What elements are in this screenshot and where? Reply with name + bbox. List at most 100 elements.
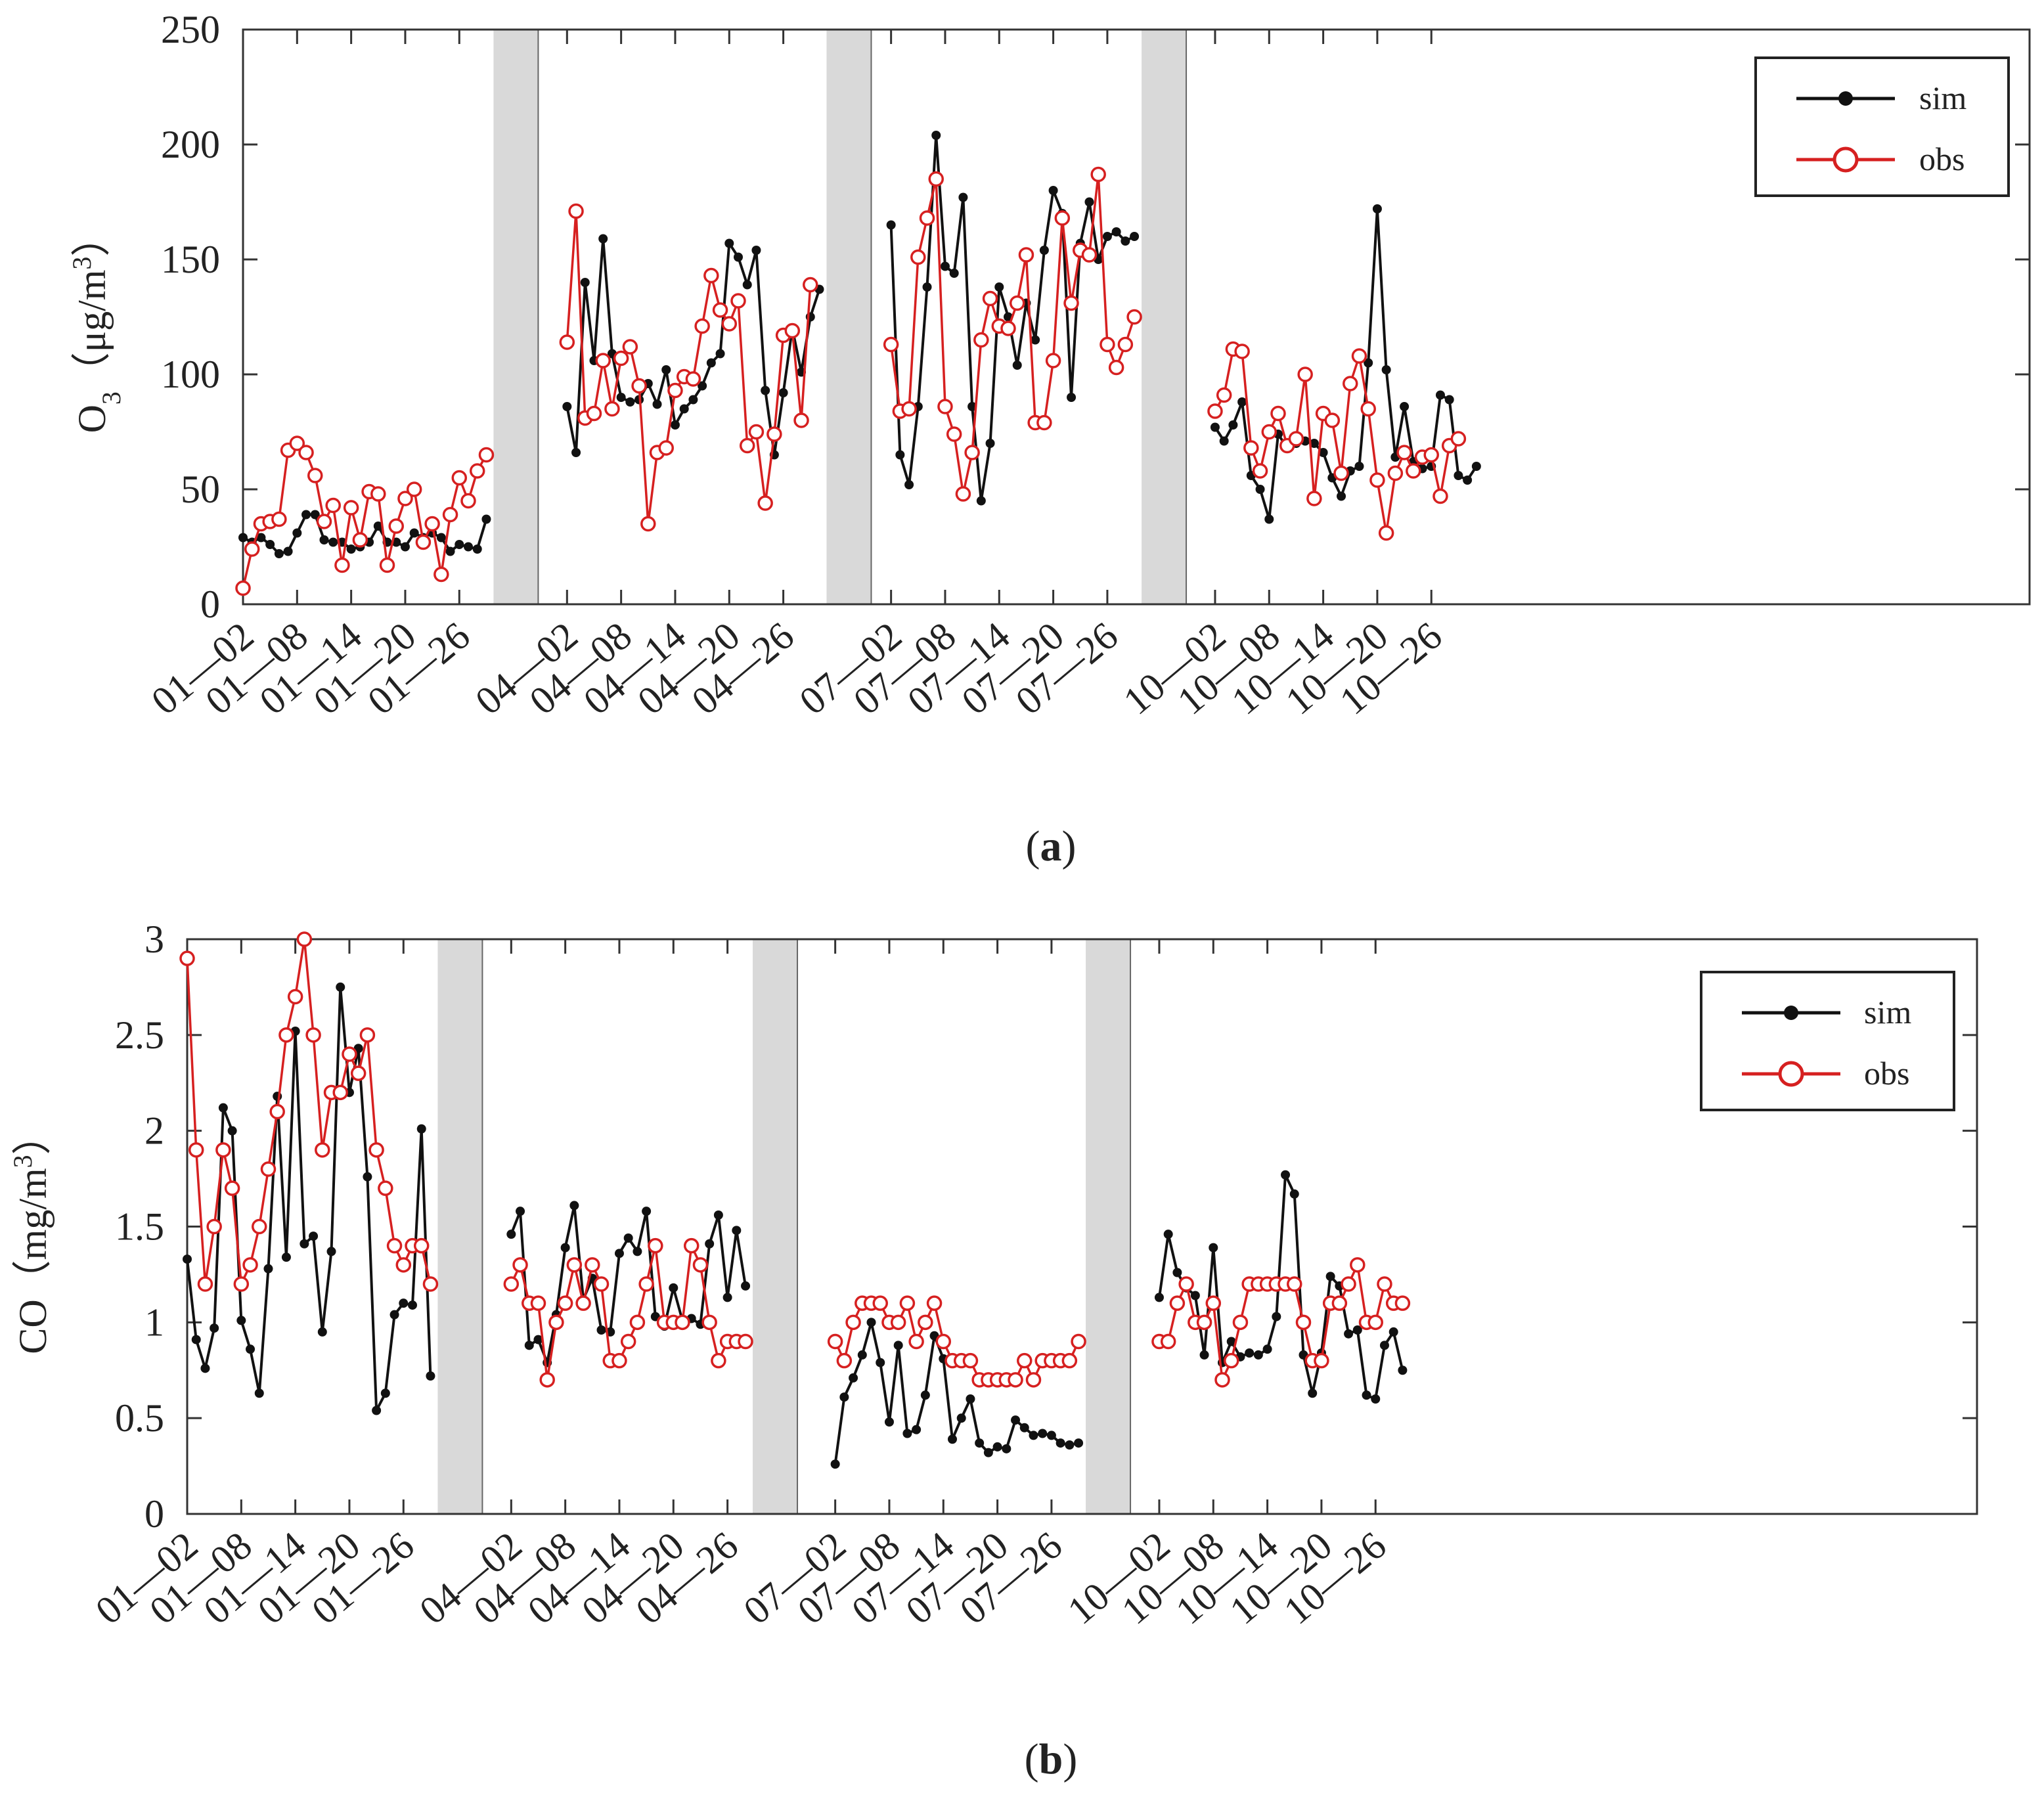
data-point-obs-co (503, 1276, 520, 1292)
data-point-obs-o3 (1216, 387, 1232, 403)
data-point-obs-co (575, 1295, 591, 1311)
data-point-obs-o3 (793, 412, 809, 428)
data-point-obs-co (872, 1295, 888, 1311)
data-point-obs-o3 (712, 302, 728, 318)
data-point-sim-o3 (688, 395, 698, 405)
data-point-sim-co (1262, 1344, 1272, 1354)
data-point-obs-o3 (406, 481, 422, 497)
data-point-obs-o3 (937, 399, 953, 414)
data-point-sim-co (1002, 1444, 1011, 1453)
data-point-obs-o3 (1252, 463, 1268, 479)
data-point-sim-o3 (1264, 514, 1274, 524)
data-point-sim-o3 (715, 349, 725, 359)
data-point-obs-o3 (1100, 336, 1115, 353)
data-point-obs-o3 (946, 426, 962, 442)
data-point-obs-o3 (451, 470, 468, 486)
data-point-sim-co (912, 1425, 922, 1434)
data-point-sim-o3 (1354, 462, 1364, 471)
data-point-sim-co (1019, 1423, 1029, 1432)
data-point-sim-co (516, 1207, 525, 1216)
data-point-sim-co (614, 1249, 624, 1258)
data-point-obs-co (836, 1352, 853, 1369)
y-tick-label-o3: 150 (161, 238, 220, 281)
data-point-sim-o3 (238, 533, 248, 543)
data-point-sim-o3 (283, 546, 293, 556)
data-point-sim-o3 (301, 510, 311, 520)
data-point-obs-co (1071, 1333, 1086, 1350)
data-point-sim-co (246, 1344, 256, 1354)
data-point-obs-o3 (442, 506, 458, 523)
data-point-sim-o3 (481, 514, 491, 524)
data-point-obs-o3 (667, 382, 683, 399)
data-point-sim-o3 (698, 381, 707, 391)
data-point-obs-co (269, 1103, 285, 1120)
data-point-obs-o3 (307, 468, 323, 483)
data-point-sim-o3 (1067, 393, 1077, 402)
data-point-obs-co (252, 1218, 267, 1235)
data-point-sim-o3 (436, 533, 446, 543)
data-point-obs-co (332, 1084, 348, 1101)
data-point-obs-co (1178, 1276, 1194, 1292)
data-point-sim-co (1289, 1189, 1299, 1199)
data-point-sim-co (408, 1300, 417, 1310)
data-point-obs-co (845, 1314, 861, 1331)
series-sim-co (183, 982, 1408, 1469)
data-point-sim-co (263, 1264, 273, 1274)
data-point-sim-co (876, 1358, 885, 1367)
data-point-sim-co (866, 1318, 876, 1327)
data-point-obs-o3 (1126, 309, 1142, 325)
plot-frame-o3 (242, 28, 2031, 606)
data-point-sim-o3 (464, 542, 473, 552)
data-point-obs-o3 (973, 332, 989, 348)
gap-band-o3 (826, 30, 872, 604)
data-point-obs-o3 (1000, 321, 1016, 336)
data-point-sim-co (372, 1406, 382, 1415)
data-point-obs-co (296, 931, 313, 947)
data-point-obs-o3 (1108, 359, 1124, 376)
gap-band-co (437, 939, 483, 1514)
data-point-sim-co (1226, 1337, 1236, 1346)
y-axis-o3: 0 50 100 150 200 250 (161, 8, 2030, 626)
gap-bands-co (437, 939, 1132, 1514)
data-point-obs-co (648, 1237, 663, 1254)
data-point-obs-o3 (379, 557, 395, 573)
y-axis-title-unit-o3: （μg/m (70, 270, 114, 392)
data-point-obs-o3 (415, 534, 432, 550)
y-axis-title-main-co: CO (11, 1299, 55, 1354)
data-point-sim-o3 (1219, 436, 1229, 446)
data-point-sim-co (741, 1281, 751, 1291)
data-point-obs-o3 (298, 445, 314, 460)
data-point-sim-o3 (778, 388, 788, 397)
data-point-sim-co (642, 1207, 652, 1216)
data-point-obs-co (530, 1295, 546, 1311)
data-point-sim-o3 (1372, 204, 1382, 213)
data-point-obs-o3 (748, 424, 765, 440)
legend-sim-marker-co (1784, 1006, 1798, 1020)
y-axis-co: 0 0.5 1 1.5 2 2.5 3 (115, 918, 1977, 1536)
data-point-sim-co (1038, 1429, 1048, 1438)
data-point-sim-o3 (1337, 491, 1346, 501)
legend-sim-label-o3: sim (1919, 79, 1966, 116)
data-point-sim-co (218, 1103, 228, 1113)
data-point-sim-co (1253, 1350, 1263, 1360)
series-line-sim-co (833, 1321, 1079, 1465)
data-point-obs-co (395, 1257, 412, 1273)
data-point-obs-co (638, 1276, 654, 1292)
data-point-sim-o3 (292, 528, 302, 538)
data-point-obs-co (593, 1276, 610, 1292)
data-point-sim-o3 (1400, 402, 1410, 411)
data-point-sim-co (830, 1459, 840, 1469)
data-point-obs-co (1287, 1276, 1302, 1292)
data-point-obs-o3 (1090, 166, 1106, 183)
y-axis-title-main-o3: O (70, 405, 114, 433)
legend-o3: sim obs (1754, 56, 2010, 197)
data-point-sim-co (902, 1429, 912, 1438)
data-point-obs-o3 (559, 334, 575, 350)
series-line-sim-co (186, 985, 432, 1412)
data-point-obs-o3 (1406, 463, 1421, 479)
data-point-sim-o3 (472, 544, 482, 554)
data-point-sim-co (309, 1231, 319, 1241)
data-point-obs-o3 (1270, 405, 1286, 422)
data-point-sim-o3 (940, 261, 950, 271)
